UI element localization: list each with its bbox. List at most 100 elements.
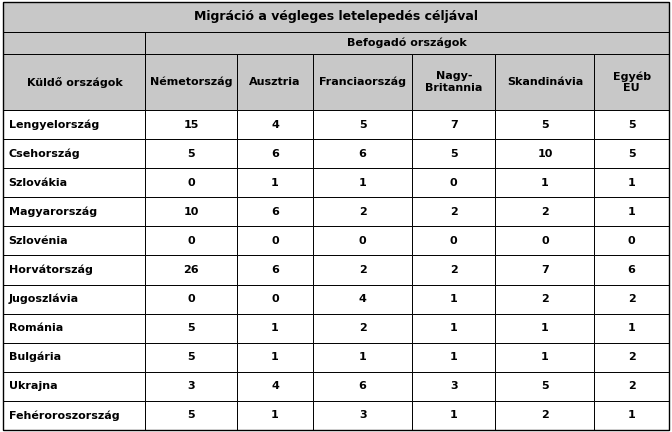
Text: 5: 5: [450, 149, 458, 159]
Bar: [313, 110, 412, 139]
Bar: [145, 372, 237, 401]
Text: 2: 2: [541, 207, 549, 217]
Bar: [412, 255, 495, 285]
Text: 1: 1: [628, 178, 636, 188]
Bar: [495, 314, 595, 343]
Bar: [3, 2, 669, 32]
Text: 5: 5: [187, 410, 195, 420]
Bar: [145, 32, 669, 54]
Text: 15: 15: [183, 120, 199, 130]
Bar: [595, 372, 669, 401]
Bar: [495, 255, 595, 285]
Text: 7: 7: [450, 120, 458, 130]
Text: 1: 1: [271, 352, 279, 362]
Bar: [237, 54, 313, 110]
Text: 0: 0: [450, 236, 458, 246]
Bar: [595, 285, 669, 314]
Bar: [237, 226, 313, 255]
Bar: [595, 139, 669, 168]
Text: 4: 4: [271, 381, 279, 391]
Bar: [412, 197, 495, 226]
Bar: [595, 168, 669, 197]
Text: Ukrajna: Ukrajna: [9, 381, 57, 391]
Bar: [495, 285, 595, 314]
Text: 1: 1: [628, 410, 636, 420]
Text: 26: 26: [183, 265, 199, 275]
Text: Franciaország: Franciaország: [319, 77, 406, 87]
Text: 6: 6: [359, 149, 367, 159]
Bar: [313, 139, 412, 168]
Bar: [145, 314, 237, 343]
Text: 0: 0: [271, 236, 279, 246]
Text: 0: 0: [271, 294, 279, 304]
Bar: [412, 168, 495, 197]
Text: 2: 2: [628, 352, 636, 362]
Bar: [3, 110, 145, 139]
Bar: [595, 110, 669, 139]
Bar: [145, 110, 237, 139]
Text: 0: 0: [541, 236, 549, 246]
Text: 10: 10: [537, 149, 552, 159]
Bar: [313, 54, 412, 110]
Bar: [145, 343, 237, 372]
Bar: [495, 372, 595, 401]
Bar: [595, 255, 669, 285]
Text: 5: 5: [628, 120, 636, 130]
Text: 5: 5: [187, 323, 195, 333]
Bar: [237, 255, 313, 285]
Text: 6: 6: [628, 265, 636, 275]
Text: 5: 5: [628, 149, 636, 159]
Bar: [3, 139, 145, 168]
Bar: [3, 32, 145, 110]
Bar: [145, 255, 237, 285]
Text: Skandinávia: Skandinávia: [507, 77, 583, 87]
Bar: [3, 197, 145, 226]
Bar: [145, 168, 237, 197]
Bar: [412, 372, 495, 401]
Bar: [495, 401, 595, 430]
Bar: [3, 168, 145, 197]
Text: Románia: Románia: [9, 323, 63, 333]
Bar: [237, 343, 313, 372]
Text: 10: 10: [183, 207, 199, 217]
Text: 2: 2: [359, 323, 366, 333]
Text: 3: 3: [359, 410, 366, 420]
Text: 1: 1: [271, 410, 279, 420]
Bar: [595, 314, 669, 343]
Bar: [595, 197, 669, 226]
Text: Horvátország: Horvátország: [9, 265, 93, 275]
Text: 1: 1: [628, 207, 636, 217]
Text: Szlovénia: Szlovénia: [9, 236, 69, 246]
Bar: [145, 139, 237, 168]
Bar: [145, 197, 237, 226]
Bar: [3, 401, 145, 430]
Bar: [313, 168, 412, 197]
Text: 4: 4: [271, 120, 279, 130]
Text: 1: 1: [359, 178, 366, 188]
Bar: [237, 110, 313, 139]
Text: 2: 2: [628, 381, 636, 391]
Text: 5: 5: [541, 381, 549, 391]
Text: Csehország: Csehország: [9, 149, 81, 159]
Text: 2: 2: [359, 207, 366, 217]
Text: Befogadó országok: Befogadó országok: [347, 38, 467, 48]
Text: Németország: Németország: [150, 77, 233, 87]
Bar: [145, 401, 237, 430]
Text: 5: 5: [359, 120, 366, 130]
Bar: [237, 314, 313, 343]
Text: 4: 4: [359, 294, 367, 304]
Bar: [3, 343, 145, 372]
Bar: [495, 226, 595, 255]
Bar: [3, 314, 145, 343]
Text: Lengyelország: Lengyelország: [9, 119, 99, 130]
Text: 2: 2: [450, 265, 458, 275]
Text: Nagy-
Britannia: Nagy- Britannia: [425, 71, 482, 93]
Text: 1: 1: [359, 352, 366, 362]
Text: 2: 2: [541, 294, 549, 304]
Text: 6: 6: [271, 265, 279, 275]
Bar: [495, 343, 595, 372]
Text: 1: 1: [271, 323, 279, 333]
Bar: [595, 401, 669, 430]
Text: 1: 1: [450, 410, 458, 420]
Bar: [412, 314, 495, 343]
